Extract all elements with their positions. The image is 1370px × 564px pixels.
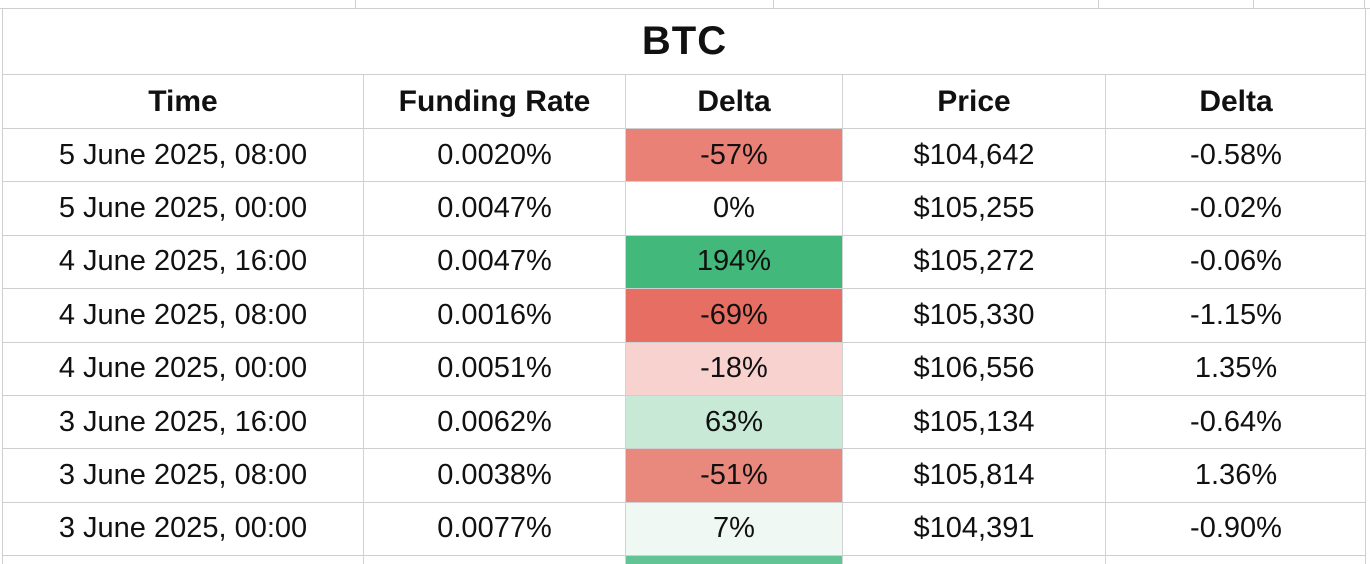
cell-funding-rate[interactable]: 0.0047% (364, 235, 626, 290)
cell-time[interactable]: 4 June 2025, 08:00 (3, 289, 364, 343)
cell-price[interactable]: $105,255 (843, 182, 1106, 236)
cell-time[interactable]: 4 June 2025, 00:00 (3, 342, 364, 396)
cell-time[interactable]: 3 June 2025, 08:00 (3, 449, 364, 503)
cell-time-partial[interactable] (3, 556, 364, 564)
cell-funding-delta[interactable]: 0% (626, 182, 843, 236)
grid-line-segment (773, 0, 774, 9)
cell-funding-rate[interactable]: 0.0051% (364, 342, 626, 396)
cell-price[interactable]: $105,330 (843, 289, 1106, 343)
column-header-funding-delta[interactable]: Delta (626, 75, 843, 129)
cell-funding-rate-partial[interactable] (364, 556, 626, 564)
cell-time[interactable]: 5 June 2025, 08:00 (3, 129, 364, 183)
cell-time[interactable]: 3 June 2025, 16:00 (3, 395, 364, 450)
cell-funding-rate[interactable]: 0.0016% (364, 289, 626, 343)
cell-funding-rate[interactable]: 0.0047% (364, 182, 626, 236)
grid-line-segment (1364, 0, 1365, 9)
cell-price[interactable]: $105,272 (843, 235, 1106, 290)
table-title-cell[interactable]: BTC (3, 9, 1365, 75)
cell-funding-rate[interactable]: 0.0020% (364, 129, 626, 183)
cell-price-delta[interactable]: -0.64% (1106, 395, 1365, 450)
partial-row-above (0, 0, 1370, 9)
cell-funding-delta[interactable]: -57% (626, 129, 843, 183)
column-header-time[interactable]: Time (3, 75, 364, 129)
cell-funding-delta-partial[interactable] (626, 556, 843, 564)
cell-funding-delta[interactable]: 7% (626, 502, 843, 557)
cell-funding-delta[interactable]: 63% (626, 395, 843, 450)
cell-price-delta[interactable]: 1.35% (1106, 342, 1365, 396)
cell-funding-delta[interactable]: -18% (626, 342, 843, 396)
cell-price-delta[interactable]: 1.36% (1106, 449, 1365, 503)
grid-line-segment (355, 0, 356, 9)
cell-price[interactable]: $104,642 (843, 129, 1106, 183)
cell-price[interactable]: $105,814 (843, 449, 1106, 503)
cell-price-delta[interactable]: -0.02% (1106, 182, 1365, 236)
cell-funding-delta[interactable]: 194% (626, 235, 843, 290)
cell-price-delta-partial[interactable] (1106, 556, 1365, 564)
cell-time[interactable]: 3 June 2025, 00:00 (3, 502, 364, 557)
cell-price-delta[interactable]: -0.90% (1106, 502, 1365, 557)
cell-funding-delta[interactable]: -51% (626, 449, 843, 503)
cell-price[interactable]: $104,391 (843, 502, 1106, 557)
spreadsheet-table: BTC Time Funding Rate Delta Price Delta … (2, 9, 1366, 564)
cell-funding-delta[interactable]: -69% (626, 289, 843, 343)
column-header-price-delta[interactable]: Delta (1106, 75, 1365, 129)
grid-line-segment (1253, 0, 1254, 9)
cell-funding-rate[interactable]: 0.0077% (364, 502, 626, 557)
cell-price-delta[interactable]: -0.06% (1106, 235, 1365, 290)
cell-funding-rate[interactable]: 0.0062% (364, 395, 626, 450)
cell-time[interactable]: 5 June 2025, 00:00 (3, 182, 364, 236)
column-header-funding-rate[interactable]: Funding Rate (364, 75, 626, 129)
column-header-price[interactable]: Price (843, 75, 1106, 129)
cell-price[interactable]: $106,556 (843, 342, 1106, 396)
cell-price-partial[interactable] (843, 556, 1106, 564)
grid-line-segment (1098, 0, 1099, 9)
cell-price[interactable]: $105,134 (843, 395, 1106, 450)
cell-funding-rate[interactable]: 0.0038% (364, 449, 626, 503)
cell-price-delta[interactable]: -0.58% (1106, 129, 1365, 183)
cell-price-delta[interactable]: -1.15% (1106, 289, 1365, 343)
cell-time[interactable]: 4 June 2025, 16:00 (3, 235, 364, 290)
